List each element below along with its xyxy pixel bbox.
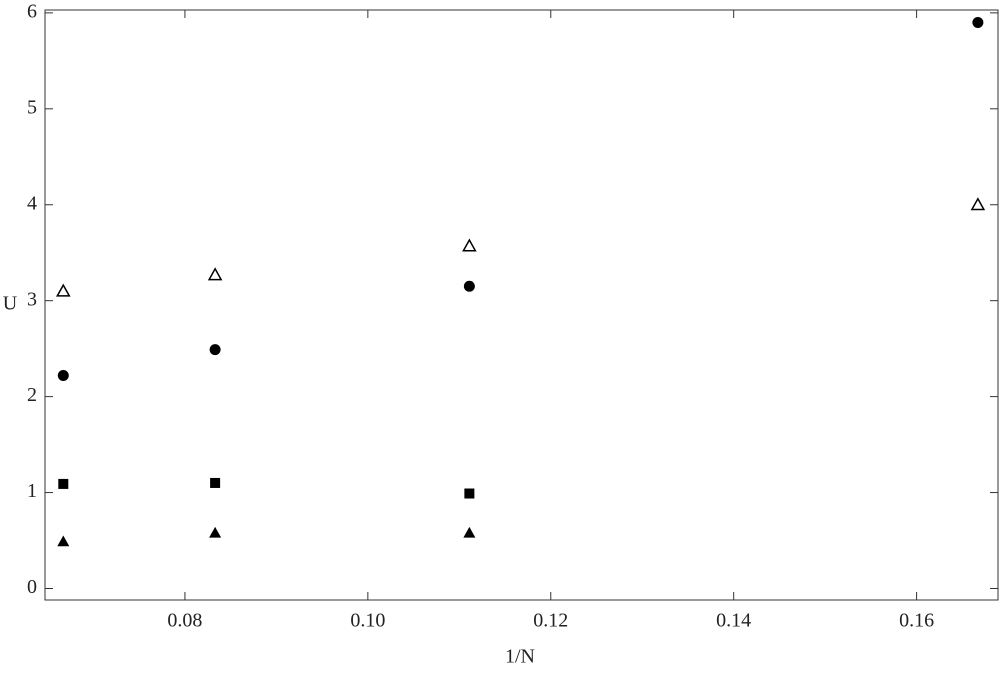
point	[207, 267, 223, 281]
point	[463, 526, 476, 538]
y-tick-label: 3	[27, 288, 37, 310]
point	[209, 344, 221, 356]
point	[58, 478, 69, 489]
x-tick-label: 0.12	[533, 610, 568, 632]
x-axis-label: 1/N	[505, 646, 535, 668]
y-tick-label: 1	[27, 480, 37, 502]
point	[56, 283, 71, 297]
point	[210, 477, 221, 488]
y-tick-label: 6	[27, 0, 37, 22]
point	[463, 280, 475, 292]
point	[970, 197, 986, 211]
point	[462, 238, 477, 252]
x-tick-label: 0.16	[899, 610, 934, 632]
y-tick-label: 2	[27, 384, 37, 406]
x-tick-label: 0.10	[350, 610, 385, 632]
y-tick-label: 5	[27, 96, 37, 118]
x-tick-label: 0.08	[167, 610, 202, 632]
point	[972, 16, 984, 28]
x-tick-label: 0.14	[716, 610, 751, 632]
point	[57, 370, 69, 382]
y-axis-label: U	[3, 293, 18, 315]
point	[209, 526, 222, 538]
point	[57, 535, 70, 547]
point	[464, 488, 475, 499]
plot-frame	[44, 9, 999, 601]
y-tick-label: 4	[27, 192, 37, 214]
y-tick-label: 0	[27, 576, 37, 598]
